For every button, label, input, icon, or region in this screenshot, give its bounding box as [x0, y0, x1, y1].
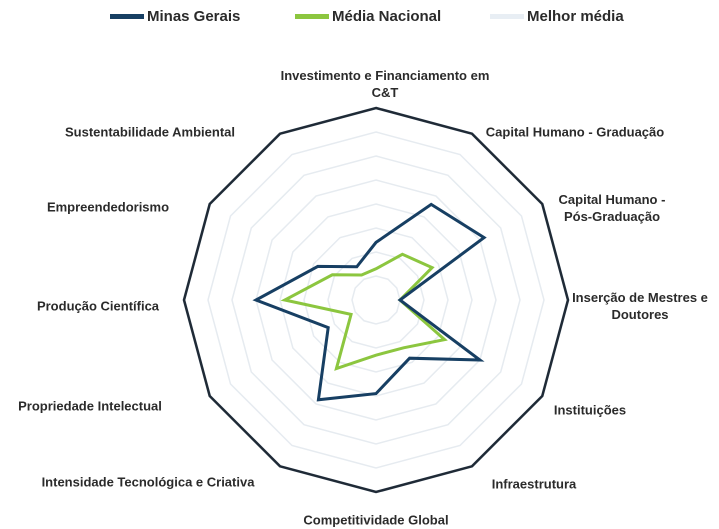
legend-label: Melhor média: [527, 8, 624, 25]
legend-item: Melhor média: [490, 8, 624, 25]
axis-label: Capital Humano - Graduação: [485, 124, 665, 140]
axis-label: Instituições: [553, 402, 627, 418]
legend-swatch: [110, 14, 144, 19]
axis-label: Propriedade Intelectual: [18, 398, 162, 414]
grid-ring: [207, 131, 545, 469]
grid-ring: [255, 179, 497, 421]
axis-label: Infraestrutura: [491, 476, 577, 492]
legend-label: Média Nacional: [332, 8, 442, 25]
axis-label: Sustentabilidade Ambiental: [65, 124, 235, 140]
grid-ring: [279, 203, 473, 397]
legend-item: Média Nacional: [295, 8, 441, 25]
series-line: [280, 252, 448, 371]
axis-label: Produção Científica: [36, 298, 160, 314]
axis-label: Intensidade Tecnológica e Criativa: [41, 474, 255, 490]
outer-frame: [182, 106, 570, 494]
legend-swatch: [490, 14, 524, 19]
grid-ring: [351, 275, 401, 325]
axis-label: Empreendedorismo: [46, 199, 170, 215]
axis-label: Inserção de Mestres e Doutores: [572, 290, 708, 322]
axis-label: Competitividade Global: [303, 512, 449, 528]
axis-label: Investimento e Financiamento em C&T: [280, 68, 490, 100]
legend-label: Minas Gerais: [147, 8, 241, 25]
series-line: [252, 202, 487, 402]
series-line: [182, 106, 570, 494]
legend-item: Minas Gerais: [110, 8, 240, 25]
grid-ring: [303, 227, 449, 373]
grid-ring: [231, 155, 521, 445]
axis-label: Capital Humano - Pós-Graduação: [558, 192, 666, 224]
legend-swatch: [295, 14, 329, 19]
